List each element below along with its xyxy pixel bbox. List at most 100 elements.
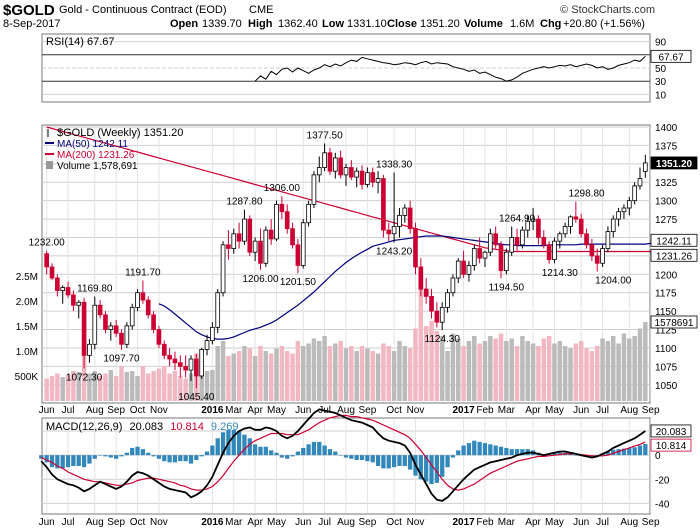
volume-bar xyxy=(611,336,616,401)
macd-axis-label: -40 xyxy=(655,499,670,510)
candle-body xyxy=(290,228,295,246)
macd-histogram-bar xyxy=(488,444,493,456)
candle-body xyxy=(584,233,589,246)
macd-histogram-bar xyxy=(290,455,295,457)
macd-histogram-bar xyxy=(279,455,284,458)
candle-body xyxy=(391,226,397,235)
candle-body xyxy=(81,301,87,356)
macd-histogram-bar xyxy=(194,455,199,460)
macd-histogram-bar xyxy=(557,452,562,456)
macd-histogram-bar xyxy=(108,455,113,458)
macd-histogram-bar xyxy=(434,455,440,483)
macd-histogram-bar xyxy=(520,449,525,456)
volume-bar xyxy=(167,373,172,401)
macd-x-axis-label: May xyxy=(545,517,564,528)
x-axis-label: Sep xyxy=(642,405,660,416)
price-annotation: 1072.30 xyxy=(66,372,103,383)
candle-body xyxy=(455,260,461,279)
price-annotation: 1214.30 xyxy=(542,268,579,279)
volume-bar xyxy=(354,351,359,401)
volume-axis-label: 1.0M xyxy=(16,347,38,358)
volume-bar xyxy=(71,371,76,401)
candle-body xyxy=(343,167,349,176)
candle-body xyxy=(258,240,263,264)
volume-bar xyxy=(124,372,130,401)
volume-bar xyxy=(258,346,263,401)
volume-bar xyxy=(578,341,584,401)
volume-bar xyxy=(450,333,456,401)
macd-histogram-bar xyxy=(231,429,236,456)
candle-body xyxy=(284,211,290,230)
volume-bar xyxy=(498,333,504,401)
volume-bar xyxy=(472,336,477,401)
macd-histogram-bar xyxy=(71,455,76,466)
macd-histogram-bar xyxy=(338,455,343,456)
macd-tag: 10.814 xyxy=(656,441,687,452)
candle-body xyxy=(450,277,456,294)
macd-x-axis-label: Nov xyxy=(150,517,168,528)
volume-bar xyxy=(509,338,514,401)
candle-body xyxy=(445,292,450,308)
macd-histogram-bar xyxy=(242,434,247,456)
volume-bar xyxy=(274,348,279,401)
volume-bar xyxy=(145,373,151,401)
macd-x-axis-label: Sep xyxy=(107,517,125,528)
macd-histogram-bar xyxy=(611,449,616,456)
candle-body xyxy=(177,362,183,367)
macd-histogram-bar xyxy=(274,452,279,456)
x-axis-label: 2016 xyxy=(201,405,224,416)
candle-body xyxy=(365,172,370,185)
x-axis-label: Oct xyxy=(130,405,146,416)
macd-histogram-bar xyxy=(472,440,477,456)
candle-body xyxy=(461,260,466,275)
price-annotation: 1097.70 xyxy=(103,354,140,365)
candle-body xyxy=(530,218,536,222)
macd-histogram-bar xyxy=(509,449,514,456)
x-axis-label: Jun xyxy=(295,405,311,416)
rsi-line xyxy=(254,55,646,82)
watermark: © StockCharts.com xyxy=(560,4,655,16)
volume-bar xyxy=(49,376,55,401)
macd-histogram-bar xyxy=(402,455,407,466)
candle-body xyxy=(643,162,648,172)
candle-body xyxy=(418,266,424,290)
volume-bar xyxy=(530,343,536,401)
low-label: Low xyxy=(322,18,344,30)
volume-bar xyxy=(536,346,541,401)
price-tag: 1231.26 xyxy=(656,251,693,262)
volume-bar xyxy=(359,346,365,401)
candle-body xyxy=(220,244,226,294)
volume-bar xyxy=(210,370,215,401)
price-axis-label: 1100 xyxy=(655,344,677,355)
macd-x-axis-label: Mar xyxy=(225,517,243,528)
volume-bar xyxy=(231,353,236,401)
macd-x-axis-label: Jun xyxy=(39,517,55,528)
price-annotation: 1045.40 xyxy=(178,392,215,403)
volume-bar xyxy=(541,338,547,401)
macd-histogram-bar xyxy=(349,455,354,459)
volume-bar xyxy=(199,361,204,401)
volume-value: 1.6M xyxy=(510,18,534,30)
volume-bar xyxy=(268,353,274,401)
macd-x-axis-label: Apr xyxy=(525,517,541,528)
candle-body xyxy=(210,326,215,342)
macd-histogram-bar xyxy=(375,455,381,466)
macd-histogram-bar xyxy=(97,455,103,456)
volume-bar xyxy=(605,341,611,401)
candle-body xyxy=(194,358,199,377)
macd-histogram-bar xyxy=(81,455,87,468)
price-tag: 1351.20 xyxy=(656,159,693,170)
price-annotation: 1287.80 xyxy=(226,197,263,208)
macd-histogram-bar xyxy=(188,455,194,464)
volume-bar xyxy=(557,341,563,401)
candle-body xyxy=(231,233,237,249)
macd-histogram-bar xyxy=(156,455,162,459)
candle-body xyxy=(616,211,621,220)
volume-bar xyxy=(103,373,108,401)
volume-bar xyxy=(418,271,424,401)
macd-histogram-bar xyxy=(65,455,71,468)
macd-histogram-bar xyxy=(514,449,520,456)
macd-histogram-bar xyxy=(44,455,49,463)
volume-axis-label: 1.5M xyxy=(16,322,38,333)
